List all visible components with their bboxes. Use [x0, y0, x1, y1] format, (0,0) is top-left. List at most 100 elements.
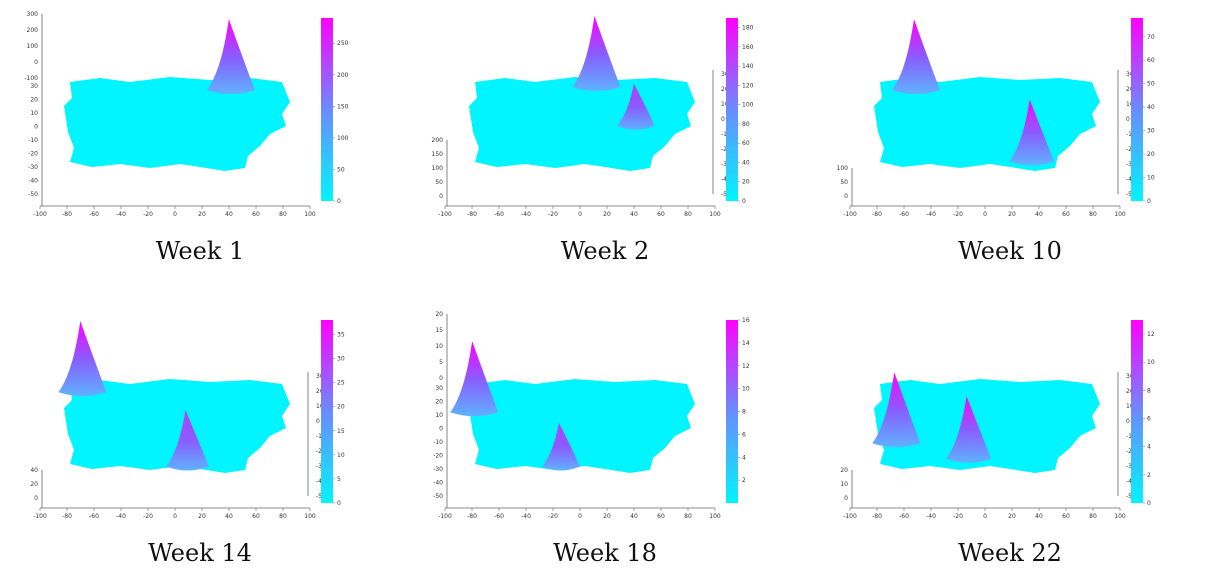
- y-tick-label: 10: [435, 412, 443, 419]
- y-tick-label: -30: [1126, 463, 1136, 470]
- colorbar-gradient: [1131, 18, 1143, 201]
- y-tick-label: -30: [433, 466, 443, 473]
- x-tick-label: 60: [252, 211, 260, 218]
- y-tick-label: 20: [316, 388, 324, 395]
- panel-week-10: -100 -80 -60 -40 -20 0 20 40 60 80 100 100 50 0 30 20 10…: [830, 6, 1190, 271]
- x-tick-label: -80: [467, 513, 477, 520]
- x-tick-label: -20: [548, 211, 558, 218]
- x-tick-label: -100: [438, 211, 452, 218]
- colorbar-tick-label: 180: [742, 25, 754, 32]
- y-tick-label: -40: [721, 176, 731, 183]
- x-tick-label: -40: [116, 513, 126, 520]
- colorbar-tick-label: 150: [337, 103, 349, 110]
- y-tick-label: -10: [721, 131, 731, 138]
- caption-week-14: Week 14: [148, 539, 252, 567]
- x-tick-label: 100: [1114, 513, 1126, 520]
- caption-week-1: Week 1: [155, 237, 245, 265]
- x-tick-label: 100: [304, 513, 316, 520]
- surface-peak: [166, 409, 209, 471]
- colorbar-tick-label: 4: [742, 454, 746, 461]
- x-tick-label: -40: [521, 211, 531, 218]
- colorbar-tick-label: 100: [337, 135, 349, 142]
- colorbar: 16 14 12 10 8 6 4 2: [726, 317, 750, 503]
- x-tick-label: 0: [983, 513, 987, 520]
- y-tick-label: -20: [316, 448, 326, 455]
- y-tick-label: -10: [28, 137, 38, 144]
- z-tick-label: 0: [439, 193, 443, 200]
- y-tick-label: 30: [435, 385, 443, 392]
- z-tick-label: -100: [24, 75, 38, 82]
- y-tick-label: 30: [316, 373, 324, 380]
- x-tick-label: -60: [89, 513, 99, 520]
- x-tick-label: 20: [198, 513, 206, 520]
- colorbar-tick-label: 30: [1147, 128, 1155, 135]
- y-tick-label: -30: [28, 164, 38, 171]
- colorbar-gradient: [726, 320, 738, 503]
- z-axis: 20 15 10 5 0: [435, 311, 448, 508]
- y-tick-label: -50: [1126, 191, 1136, 198]
- colorbar-tick-label: 200: [337, 72, 349, 79]
- x-tick-label: -100: [843, 211, 857, 218]
- y-tick-label: 10: [1126, 101, 1134, 108]
- x-axis: -100 -80 -60 -40 -20 0 20 40 60 80 100: [438, 205, 721, 218]
- colorbar-tick-label: 50: [1147, 81, 1155, 88]
- x-tick-label: 0: [983, 211, 987, 218]
- x-tick-label: -80: [872, 513, 882, 520]
- x-tick-label: -80: [467, 211, 477, 218]
- y-tick-label: -40: [1126, 176, 1136, 183]
- z-tick-label: 200: [432, 137, 444, 144]
- colorbar-gradient: [321, 320, 333, 503]
- x-tick-label: 40: [630, 211, 638, 218]
- y-tick-label: -30: [316, 463, 326, 470]
- x-tick-label: -40: [116, 211, 126, 218]
- x-tick-label: 60: [1062, 513, 1070, 520]
- y-tick-label: -50: [28, 191, 38, 198]
- colorbar-tick-label: 10: [742, 386, 750, 393]
- colorbar-tick-label: 140: [742, 63, 754, 70]
- x-tick-label: 100: [304, 211, 316, 218]
- y-axis: 30 20 10 0 -10 -20 -30 -40 -50: [28, 83, 38, 198]
- x-tick-label: -100: [438, 513, 452, 520]
- z-axis: 20 10 0: [840, 467, 853, 508]
- colorbar-tick-label: 10: [1147, 359, 1155, 366]
- y-tick-label: 10: [1126, 403, 1134, 410]
- x-tick-label: -60: [899, 211, 909, 218]
- y-tick-label: -50: [1126, 493, 1136, 500]
- y-tick-label: 0: [34, 124, 38, 131]
- surface-plot-week-22: -100 -80 -60 -40 -20 0 20 40 60 80 100201003020100…: [840, 320, 1155, 520]
- z-tick-label: 200: [27, 27, 39, 34]
- caption-week-10: Week 10: [958, 237, 1062, 265]
- colorbar-gradient: [726, 18, 738, 201]
- y-axis: 30 20 10 0 -10 -20 -30 -40 -50: [1117, 70, 1136, 198]
- z-tick-label: 20: [840, 467, 848, 474]
- z-tick-label: 10: [840, 481, 848, 488]
- colorbar-tick-label: 10: [337, 452, 345, 459]
- y-tick-label: 20: [435, 399, 443, 406]
- x-tick-label: -20: [953, 513, 963, 520]
- region-surface: [64, 77, 290, 171]
- z-tick-label: 15: [435, 327, 443, 334]
- x-axis: -100 -80 -60 -40 -20 0 20 40 60 80 100: [33, 507, 316, 520]
- x-tick-label: -60: [494, 513, 504, 520]
- colorbar: 12 10 8 6 4 2 0: [1131, 320, 1155, 507]
- x-tick-label: 20: [198, 211, 206, 218]
- surface-peak: [1009, 99, 1054, 166]
- x-tick-label: 40: [630, 513, 638, 520]
- colorbar-tick-label: 40: [1147, 104, 1155, 111]
- z-tick-label: 100: [837, 165, 849, 172]
- colorbar-tick-label: 20: [1147, 151, 1155, 158]
- colorbar: 35 30 25 20 15 10 5 0: [321, 320, 345, 507]
- z-tick-label: 10: [435, 343, 443, 350]
- y-tick-label: -20: [1126, 448, 1136, 455]
- surface: [469, 16, 695, 171]
- y-tick-label: -50: [721, 191, 731, 198]
- colorbar-tick-label: 10: [1147, 175, 1155, 182]
- x-tick-label: 0: [173, 513, 177, 520]
- z-axis: 200 150 100 50 0: [432, 137, 448, 206]
- x-tick-label: 20: [1008, 211, 1016, 218]
- colorbar-tick-label: 14: [742, 340, 750, 347]
- colorbar-tick-label: 6: [1147, 416, 1151, 423]
- colorbar-tick-label: 16: [742, 317, 750, 324]
- y-tick-label: 0: [316, 418, 320, 425]
- surface-peak: [58, 321, 107, 397]
